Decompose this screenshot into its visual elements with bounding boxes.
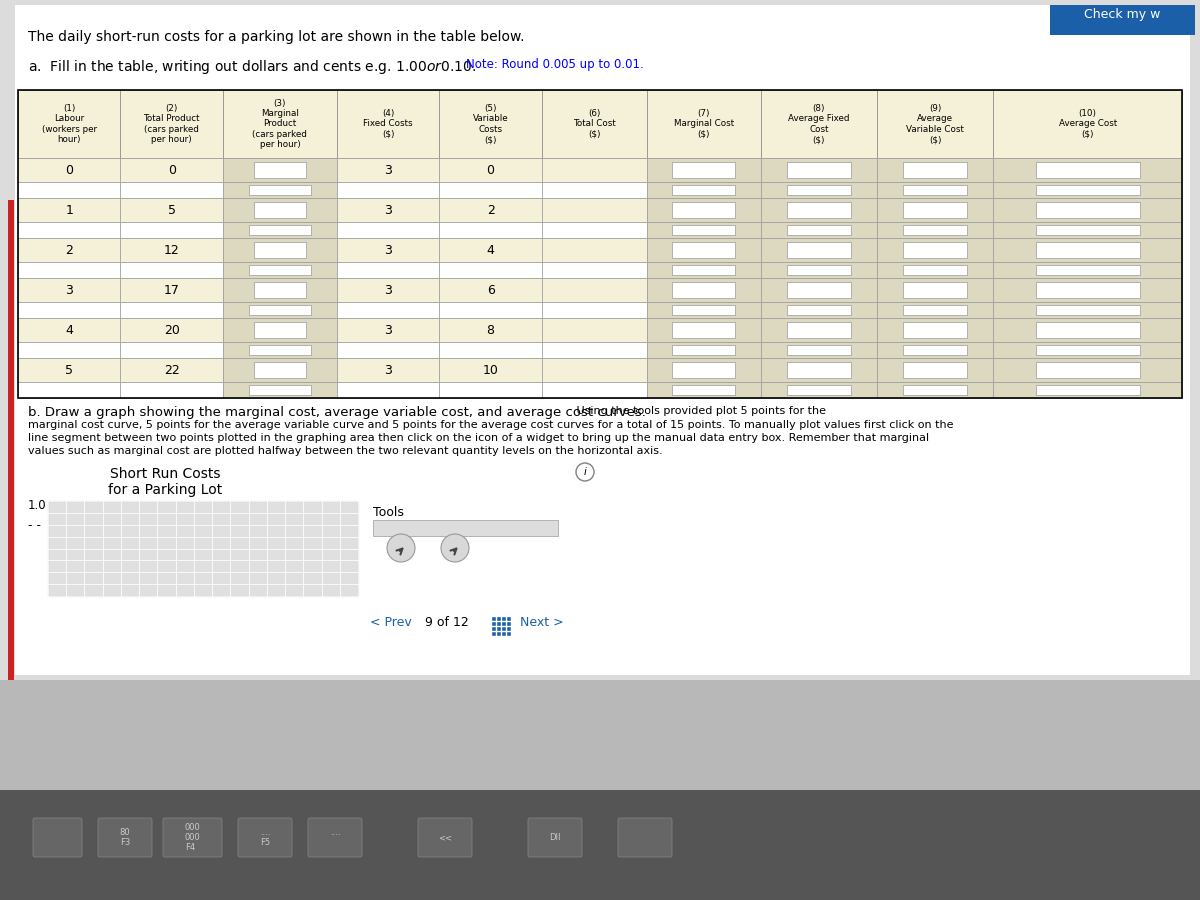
- Bar: [439, 90, 542, 158]
- Bar: [787, 202, 851, 218]
- Bar: [647, 318, 761, 342]
- Text: 3: 3: [384, 244, 392, 256]
- Text: 1: 1: [65, 203, 73, 217]
- Bar: [439, 222, 542, 238]
- Bar: [48, 501, 358, 596]
- Text: 5: 5: [65, 364, 73, 376]
- Bar: [877, 90, 994, 158]
- Bar: [223, 342, 337, 358]
- Text: 80
F3: 80 F3: [120, 828, 131, 847]
- Bar: [337, 302, 439, 318]
- Bar: [994, 262, 1182, 278]
- Circle shape: [576, 463, 594, 481]
- Bar: [502, 627, 506, 631]
- Bar: [647, 358, 761, 382]
- Bar: [542, 342, 647, 358]
- Bar: [18, 358, 120, 382]
- Bar: [248, 346, 311, 355]
- Bar: [904, 225, 967, 235]
- Bar: [502, 617, 506, 621]
- Text: (5)
Variable
Costs
($): (5) Variable Costs ($): [473, 104, 509, 144]
- Bar: [761, 238, 877, 262]
- Bar: [877, 262, 994, 278]
- Bar: [337, 182, 439, 198]
- Bar: [1036, 385, 1140, 395]
- Bar: [254, 321, 306, 338]
- Bar: [672, 305, 734, 315]
- Bar: [337, 158, 439, 182]
- FancyBboxPatch shape: [618, 818, 672, 857]
- Bar: [248, 266, 311, 274]
- Bar: [542, 90, 647, 158]
- FancyBboxPatch shape: [34, 818, 82, 857]
- Bar: [18, 90, 120, 158]
- Bar: [672, 266, 734, 274]
- Bar: [120, 262, 223, 278]
- Bar: [439, 198, 542, 222]
- Bar: [1036, 346, 1140, 355]
- Bar: [439, 238, 542, 262]
- Text: (8)
Average Fixed
Cost
($): (8) Average Fixed Cost ($): [788, 104, 850, 144]
- Bar: [223, 198, 337, 222]
- Bar: [877, 158, 994, 182]
- Text: 4: 4: [65, 323, 73, 337]
- Text: (3)
Marginal
Product
(cars parked
per hour): (3) Marginal Product (cars parked per ho…: [252, 99, 307, 149]
- Text: (1)
Labour
(workers per
hour): (1) Labour (workers per hour): [42, 104, 97, 144]
- Bar: [439, 318, 542, 342]
- Bar: [904, 385, 967, 395]
- Text: 0: 0: [65, 164, 73, 176]
- Text: 3: 3: [384, 364, 392, 376]
- Bar: [248, 225, 311, 235]
- Text: 2: 2: [65, 244, 73, 256]
- Bar: [1036, 283, 1140, 298]
- Bar: [904, 305, 967, 315]
- Bar: [994, 238, 1182, 262]
- Bar: [994, 182, 1182, 198]
- Bar: [877, 342, 994, 358]
- Bar: [994, 302, 1182, 318]
- Bar: [18, 238, 120, 262]
- Text: Check my w: Check my w: [1084, 8, 1160, 21]
- Bar: [18, 302, 120, 318]
- Bar: [1036, 225, 1140, 235]
- Bar: [647, 222, 761, 238]
- Bar: [439, 358, 542, 382]
- Bar: [787, 305, 851, 315]
- Bar: [248, 185, 311, 194]
- Bar: [542, 198, 647, 222]
- Bar: [672, 362, 734, 378]
- Bar: [254, 362, 306, 378]
- Bar: [439, 302, 542, 318]
- Bar: [502, 632, 506, 636]
- Bar: [761, 382, 877, 398]
- Bar: [542, 222, 647, 238]
- Text: 3: 3: [384, 323, 392, 337]
- Bar: [672, 242, 734, 257]
- Bar: [647, 342, 761, 358]
- Bar: [18, 318, 120, 342]
- Bar: [439, 382, 542, 398]
- Bar: [904, 202, 967, 218]
- Text: Tools: Tools: [373, 506, 404, 519]
- Bar: [18, 262, 120, 278]
- Bar: [502, 622, 506, 626]
- Text: < Prev: < Prev: [370, 616, 412, 629]
- Bar: [672, 346, 734, 355]
- Bar: [787, 185, 851, 194]
- Bar: [1036, 266, 1140, 274]
- Bar: [877, 318, 994, 342]
- Bar: [254, 202, 306, 219]
- Text: 3: 3: [384, 284, 392, 296]
- Text: i: i: [583, 467, 587, 477]
- Bar: [223, 182, 337, 198]
- Bar: [18, 158, 120, 182]
- Bar: [1036, 322, 1140, 338]
- Bar: [904, 266, 967, 274]
- Bar: [787, 266, 851, 274]
- Bar: [672, 202, 734, 218]
- Bar: [994, 278, 1182, 302]
- Bar: [904, 185, 967, 194]
- Bar: [337, 198, 439, 222]
- Bar: [994, 90, 1182, 158]
- Text: (4)
Fixed Costs
($): (4) Fixed Costs ($): [364, 109, 413, 139]
